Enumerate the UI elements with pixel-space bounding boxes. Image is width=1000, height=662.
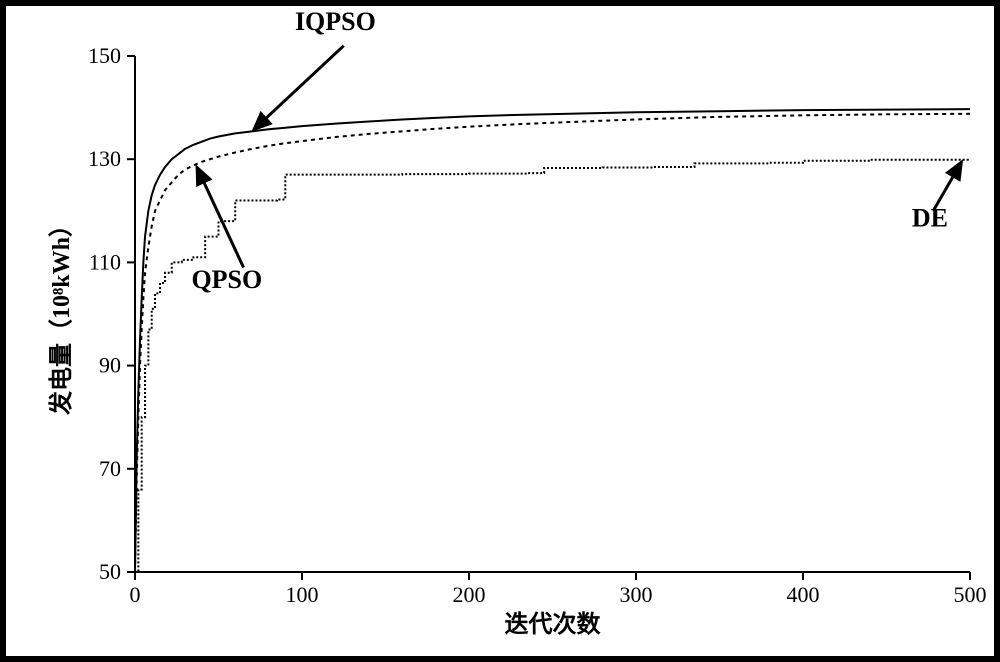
x-tick-label: 400 (787, 582, 820, 607)
convergence-chart: 50 70 90 110 130 150 0 100 200 300 400 500 迭代次数 发电量（1… (0, 0, 1000, 662)
y-tick-label: 150 (88, 43, 121, 68)
x-tick-label: 0 (130, 582, 141, 607)
x-tick-label: 500 (954, 582, 987, 607)
y-tick-label: 90 (99, 353, 121, 378)
x-axis-label: 迭代次数 (505, 611, 602, 638)
annotation-iqpso: IQPSO (295, 7, 376, 36)
y-tick-label: 50 (99, 559, 121, 584)
y-tick-label: 110 (89, 249, 121, 274)
x-tick-label: 200 (453, 582, 486, 607)
y-axis-label: 发电量（10⁸kWh） (47, 213, 75, 416)
y-tick-label: 70 (99, 456, 121, 481)
annotation-qpso: QPSO (191, 265, 262, 294)
annotation-de: DE (912, 203, 948, 232)
x-tick-label: 300 (620, 582, 653, 607)
x-tick-label: 100 (286, 582, 319, 607)
y-tick-label: 130 (88, 146, 121, 171)
chart-container: 50 70 90 110 130 150 0 100 200 300 400 500 迭代次数 发电量（1… (0, 0, 1000, 662)
outer-border (3, 3, 997, 659)
